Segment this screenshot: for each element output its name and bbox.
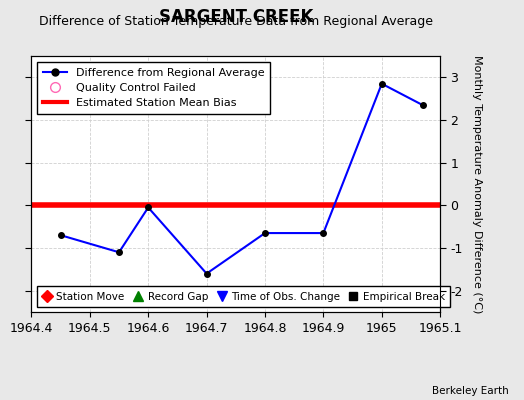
Text: Berkeley Earth: Berkeley Earth bbox=[432, 386, 508, 396]
Legend: Station Move, Record Gap, Time of Obs. Change, Empirical Break: Station Move, Record Gap, Time of Obs. C… bbox=[37, 286, 450, 307]
Title: Difference of Station Temperature Data from Regional Average: Difference of Station Temperature Data f… bbox=[39, 16, 433, 28]
Y-axis label: Monthly Temperature Anomaly Difference (°C): Monthly Temperature Anomaly Difference (… bbox=[473, 55, 483, 313]
Text: SARGENT CREEK: SARGENT CREEK bbox=[159, 8, 313, 26]
